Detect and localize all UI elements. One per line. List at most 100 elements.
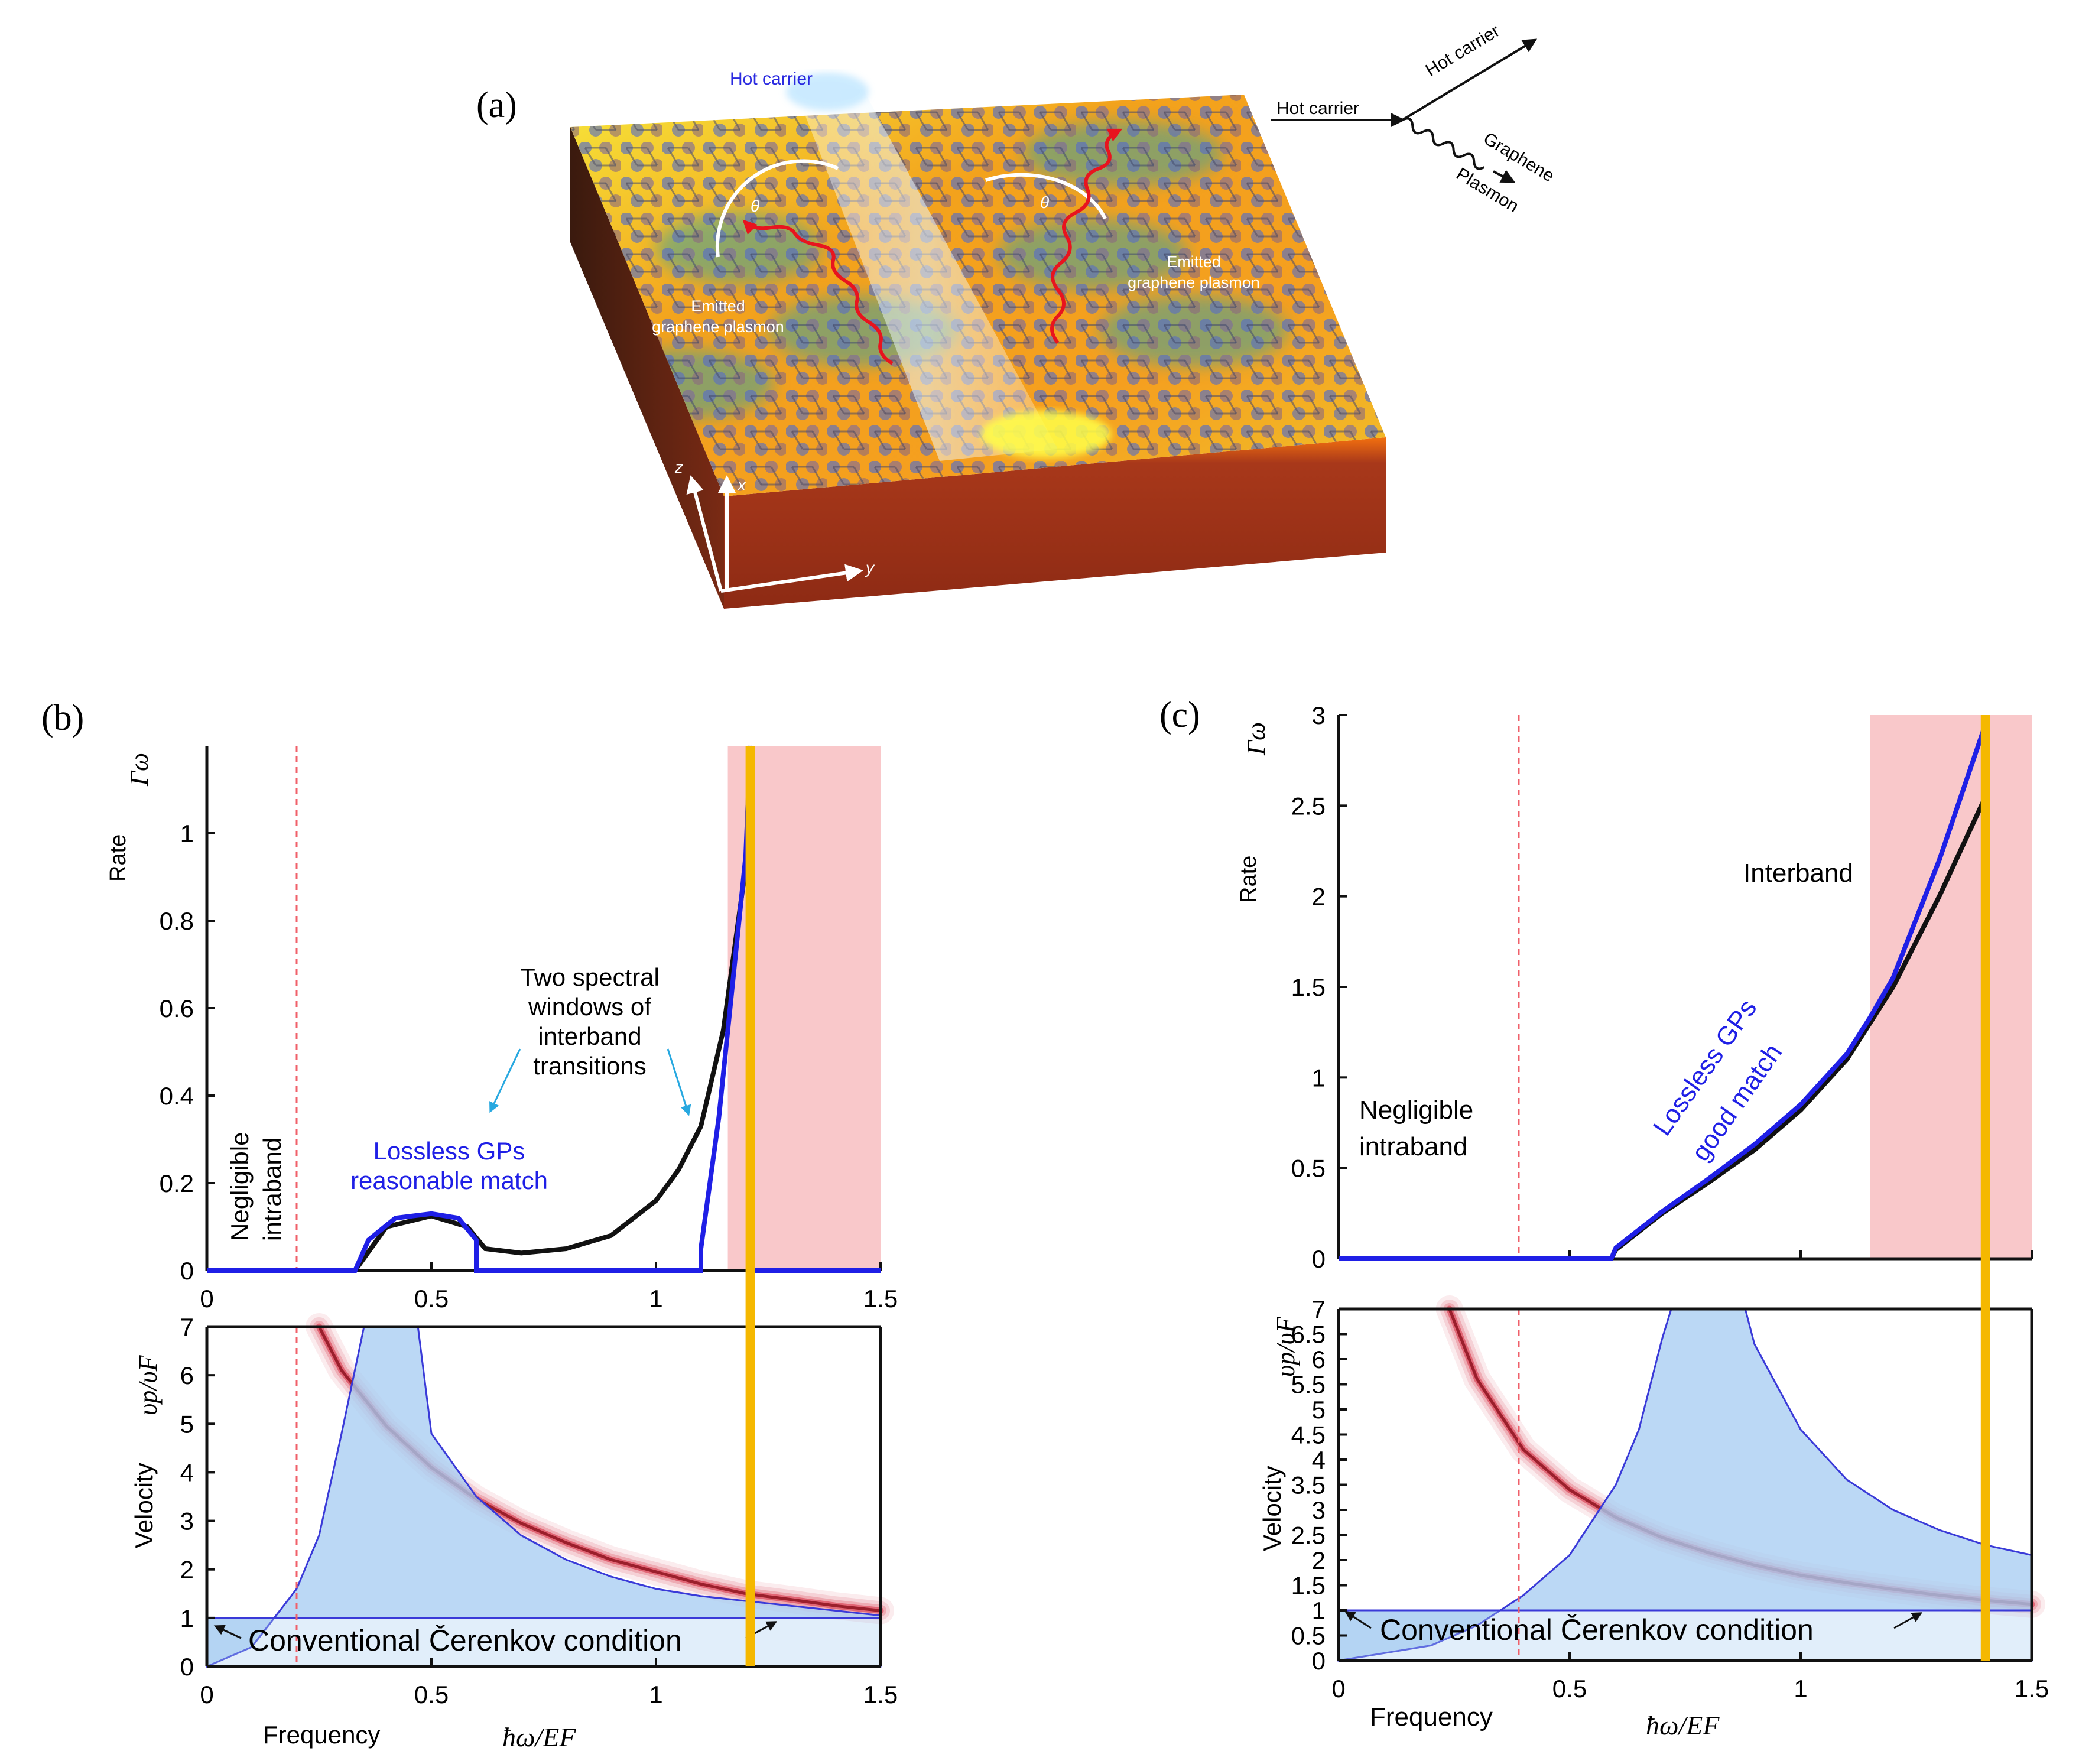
b-two-line4: transitions	[533, 1052, 646, 1080]
diagram-wave-label1: Graphene	[1480, 129, 1557, 186]
c-vel-axes-ytick-label-0: 0	[1312, 1647, 1326, 1675]
panel-a-label: (a)	[476, 85, 517, 125]
b-rate-axes-ytick-label-4: 0.8	[160, 907, 194, 935]
c-velocity-symbol: υp/υF	[1271, 1316, 1300, 1377]
c-vel-axes-ytick-label-10: 5	[1312, 1396, 1326, 1424]
b-vel-axes-xtick-label-3: 1.5	[863, 1681, 898, 1708]
b-rate-axes-ytick-label-0: 0	[180, 1257, 194, 1285]
theta-arc-left	[715, 159, 839, 258]
hot-carrier-beam	[795, 89, 1058, 461]
b-negligible-line2: intraband	[258, 1138, 286, 1241]
c-rate-axes-ytick-label-0: 0	[1312, 1245, 1326, 1273]
b-rate-axes-xtick-label-1: 0.5	[414, 1285, 449, 1313]
c-frequency-label: Frequency	[1370, 1703, 1493, 1731]
c-vel-axes-ytick-label-4: 2	[1312, 1547, 1326, 1574]
c-velocity-blue-area	[1337, 1308, 2033, 1662]
c-rate-axes-ytick-label-6: 3	[1312, 701, 1326, 729]
c-vel-axes-ytick-label-2: 1	[1312, 1597, 1326, 1625]
hot-carrier-spot	[786, 73, 869, 111]
b-rate-symbol: Γω	[125, 753, 154, 787]
hot-carrier-label: Hot carrier	[730, 69, 813, 89]
axis-x-arrow	[686, 475, 723, 592]
b-vel-axes-ytick-label-2: 2	[180, 1556, 194, 1584]
c-vel-axes-xtick-label-0: 0	[1331, 1675, 1345, 1703]
c-vel-axes-ytick-label-7: 3.5	[1291, 1471, 1326, 1499]
plasmon-wave-left	[742, 219, 894, 365]
b-cerenkov-label: Conventional Čerenkov condition	[248, 1624, 682, 1657]
c-velocity-label: Velocity	[1258, 1466, 1286, 1551]
c-rate-axes-ytick-label-5: 2.5	[1291, 792, 1326, 820]
diagram-wave-label2: Plasmon	[1453, 164, 1522, 216]
c-vel-axes-xtick-label-3: 1.5	[2015, 1675, 2049, 1703]
c-vel-axes-ytick-label-13: 6.5	[1291, 1321, 1326, 1349]
b-rate-axes-xtick-label-0: 0	[200, 1285, 213, 1313]
b-vel-axes-ytick-label-5: 5	[180, 1410, 194, 1438]
emitted-right-line2: graphene plasmon	[1128, 274, 1260, 291]
b-lossless-line1: Lossless GPs	[373, 1137, 525, 1165]
b-vel-axes-xtick-label-2: 1	[649, 1681, 662, 1708]
panel-a: (a) Hot carrier θ θ Emit	[476, 21, 1558, 609]
c-vel-axes-ytick-label-1: 0.5	[1291, 1622, 1326, 1650]
diagram-in-label: Hot carrier	[1276, 99, 1359, 118]
b-vel-axes-ytick-label-1: 1	[180, 1604, 194, 1632]
emitted-left-line2: graphene plasmon	[652, 318, 784, 336]
panel-c-label: (c)	[1159, 695, 1200, 735]
c-rate-axes-ytick-label-3: 1.5	[1291, 973, 1326, 1001]
c-vel-axes-xtick-label-2: 1	[1794, 1675, 1807, 1703]
c-vel-axes-ytick-label-3: 1.5	[1291, 1572, 1326, 1600]
axis-y-arrow	[720, 564, 863, 593]
axis-y-label: y	[865, 558, 875, 577]
slab-side	[570, 127, 724, 609]
c-cerenkov-label: Conventional Čerenkov condition	[1380, 1613, 1814, 1646]
c-rate-axes-ytick-label-4: 2	[1312, 883, 1326, 911]
b-rate-axes-ytick-label-5: 1	[180, 820, 194, 847]
b-vel-axes-ytick-label-7: 7	[180, 1313, 194, 1341]
panel-b: (b) 0 0.2 0.4 0.6 0.8 1 0 0.5 1 1.5 Rate Γω Negli…	[41, 698, 898, 1752]
b-frequency-label: Frequency	[263, 1721, 380, 1749]
b-two-line1: Two spectral	[520, 963, 660, 991]
b-vel-axes-ytick-label-0: 0	[180, 1653, 194, 1681]
c-negligible-line1: Negligible	[1359, 1096, 1473, 1125]
b-rate-axes-ytick-label-2: 0.4	[160, 1082, 194, 1110]
b-rate-axes-ytick-label-3: 0.6	[160, 995, 194, 1022]
c-cerenkov-arrow-right	[1893, 1612, 1923, 1629]
b-negligible-line1: Negligible	[226, 1132, 254, 1241]
c-vel-axes-ytick-label-12: 6	[1312, 1346, 1326, 1373]
b-two-arrow-left	[489, 1048, 521, 1113]
c-vel-axes-ytick-label-8: 4	[1312, 1446, 1326, 1474]
b-vel-axes-ytick-label-3: 3	[180, 1508, 194, 1535]
b-rate-axes-ytick-label-1: 0.2	[160, 1169, 194, 1197]
theta-right: θ	[1040, 193, 1049, 212]
b-cerenkov-arrow-left	[213, 1625, 242, 1639]
b-velocity-blue-area	[206, 1326, 882, 1668]
c-rate-axes-ytick-label-2: 1	[1312, 1064, 1326, 1091]
c-rate-shaded	[1870, 715, 2032, 1259]
theta-left: θ	[751, 197, 759, 215]
emitted-left-line1: Emitted	[691, 297, 745, 315]
c-vel-axes-ytick-label-6: 3	[1312, 1496, 1326, 1524]
b-freq-symbol: ħω/EF	[502, 1722, 576, 1752]
c-cerenkov-arrow-left	[1344, 1611, 1372, 1629]
axis-x-label: x	[736, 476, 746, 494]
c-vel-axes-ytick-label-11: 5.5	[1291, 1371, 1326, 1399]
c-vel-axes-ytick-label-14: 7	[1312, 1295, 1326, 1323]
b-rate-black-curve	[207, 833, 753, 1273]
c-rate-label: Rate	[1236, 856, 1261, 903]
plasmon-wave-right	[1050, 128, 1123, 344]
emitted-right-line1: Emitted	[1167, 253, 1221, 271]
b-two-line3: interband	[538, 1022, 641, 1050]
b-vel-axes-xtick-label-0: 0	[200, 1681, 213, 1708]
c-rate-blue-curve	[1339, 723, 1988, 1261]
c-velocity-axes: 00.511.522.533.544.555.566.570 0.5 1 1.5	[1291, 1295, 2049, 1703]
scattering-diagram: Hot carrier Hot carrier Graphene Plasmon	[1271, 21, 1558, 216]
c-interband-label: Interband	[1743, 859, 1853, 888]
c-rate-axes-ytick-label-1: 0.5	[1291, 1155, 1326, 1183]
axis-z-label: z	[674, 458, 683, 476]
panel-b-label: (b)	[41, 698, 84, 738]
theta-arc-right	[985, 173, 1107, 220]
b-two-line2: windows of	[528, 993, 651, 1021]
diagram-out-label: Hot carrier	[1422, 21, 1503, 80]
c-vel-axes-xtick-label-1: 0.5	[1552, 1675, 1587, 1703]
b-vel-axes-xtick-label-1: 0.5	[414, 1681, 449, 1708]
